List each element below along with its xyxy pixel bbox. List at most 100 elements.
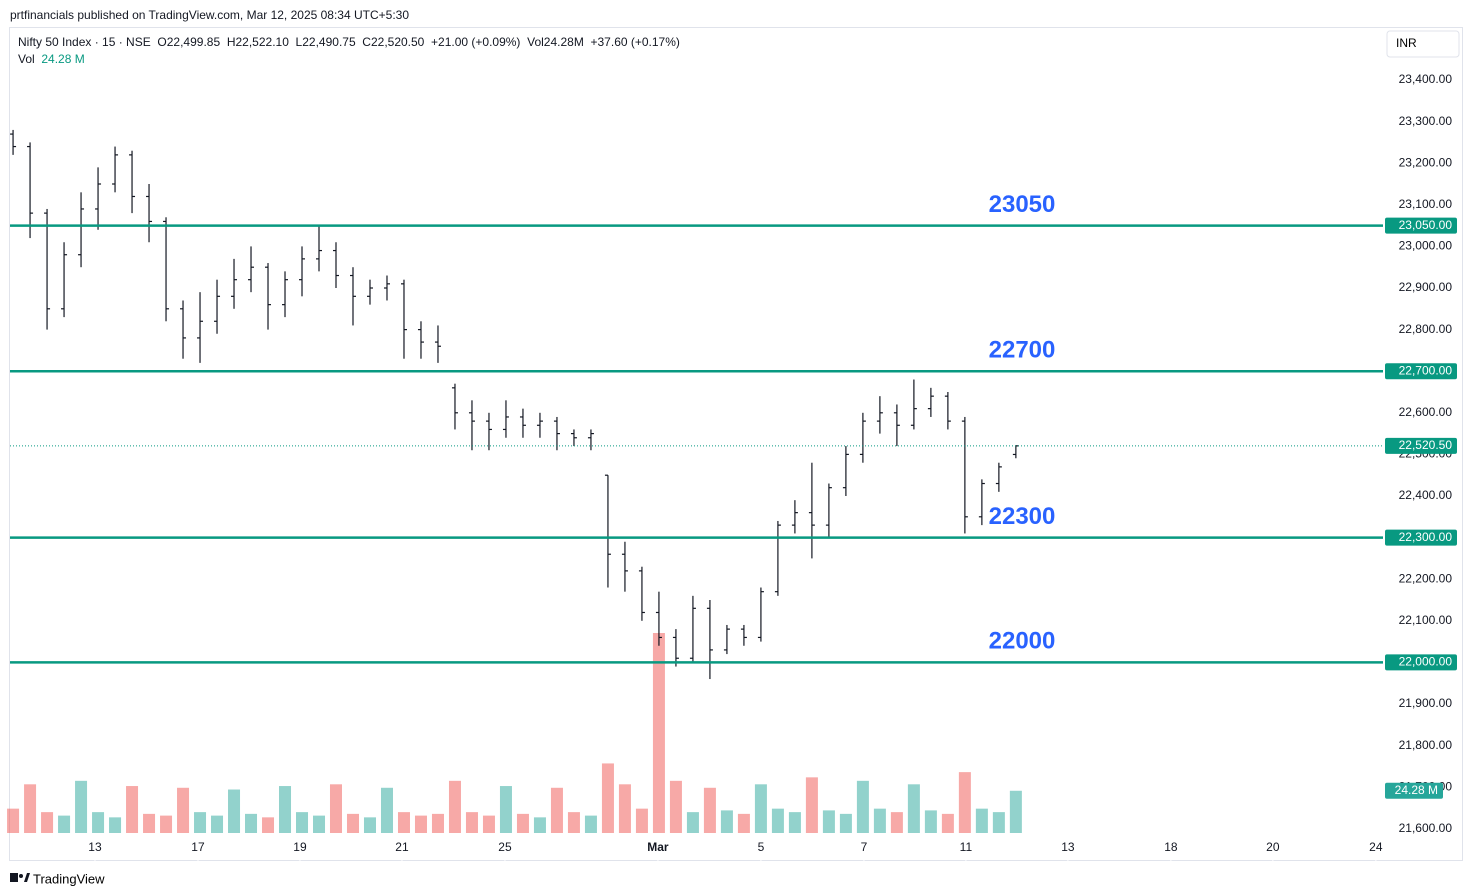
y-tick-label: 22,600.00	[1399, 405, 1453, 419]
y-tick-label: 23,200.00	[1399, 155, 1453, 169]
volume-bar	[805, 777, 818, 833]
volume-bar	[788, 812, 801, 833]
currency-box[interactable]	[1386, 30, 1460, 58]
volume-bar	[448, 780, 461, 833]
volume-bar	[431, 813, 444, 833]
volume-bar	[126, 786, 139, 833]
volume-bar	[873, 808, 886, 833]
vol-row-label: Vol	[18, 52, 35, 66]
volume-bar	[601, 763, 614, 833]
h: 22,522.10	[235, 35, 289, 49]
x-tick-label: 5	[758, 840, 765, 854]
symbol: Nifty 50 Index · 15 · NSE	[18, 35, 151, 49]
publisher: prtfinancials published on TradingView.c…	[10, 8, 410, 22]
volume-bar	[279, 786, 292, 833]
volume-bar	[839, 813, 852, 833]
volume-bar	[686, 812, 699, 833]
volume-bar	[754, 784, 767, 833]
volume-bar	[771, 808, 784, 833]
volume-bar	[143, 813, 156, 833]
volume-bar	[194, 812, 207, 833]
volume-bar	[550, 787, 563, 833]
l: 22,490.75	[302, 35, 356, 49]
volume-bar	[380, 787, 393, 833]
volume-bar	[941, 813, 954, 833]
y-tick-label: 22,400.00	[1399, 488, 1453, 502]
volume-bar	[669, 780, 682, 833]
c-label: C	[362, 35, 371, 49]
volume-bar	[822, 810, 835, 833]
volume-bar	[516, 813, 529, 833]
legend: Nifty 50 Index · 15 · NSE O22,499.85 H22…	[18, 35, 680, 49]
level-tag-label: 23,050.00	[1399, 218, 1453, 232]
volume-bar	[856, 780, 869, 833]
y-tick-label: 23,400.00	[1399, 72, 1453, 86]
c: 22,520.50	[370, 35, 425, 49]
x-tick-label: 11	[960, 840, 973, 854]
level-tag-label: 22,000.00	[1399, 655, 1453, 669]
level-annotation: 22300	[989, 503, 1056, 530]
volume-bar	[346, 813, 359, 833]
volume-bar	[7, 808, 20, 833]
vol-change: +37.60 (+0.17%)	[590, 35, 680, 49]
volume-bar	[584, 815, 597, 833]
y-tick-label: 23,100.00	[1399, 197, 1453, 211]
level-annotation: 22700	[989, 337, 1056, 364]
volume-bar	[737, 813, 750, 833]
volume-bar	[975, 808, 988, 833]
footer: TradingView	[33, 871, 105, 886]
l-label: L	[295, 35, 303, 49]
volume-bar	[703, 787, 716, 833]
volume-bar	[228, 789, 241, 833]
volume-bar	[160, 815, 173, 833]
y-tick-label: 23,300.00	[1399, 114, 1453, 128]
volume-bar	[92, 812, 105, 833]
volume-tag-label: 24.28 M	[1395, 783, 1438, 797]
x-tick-label: 13	[1061, 840, 1075, 854]
volume-bar	[890, 812, 903, 833]
x-tick-label: 25	[498, 840, 512, 854]
level-tag-label: 22,700.00	[1399, 363, 1453, 377]
volume-bar	[482, 815, 495, 833]
volume-bar	[245, 813, 258, 833]
volume-bar	[24, 784, 37, 833]
volume-bar	[652, 633, 665, 833]
x-tick-label: 21	[395, 840, 409, 854]
x-tick-label: 24	[1369, 840, 1383, 854]
volume-bar	[211, 815, 224, 833]
level-annotation: 23050	[989, 191, 1056, 218]
volume-bar	[58, 815, 71, 833]
volume-bar	[75, 780, 88, 833]
x-tick-label: 7	[861, 840, 868, 854]
vol-legend: Vol 24.28 M	[18, 52, 85, 66]
vol-row-value: 24.28 M	[41, 52, 85, 66]
y-tick-label: 22,800.00	[1399, 322, 1453, 336]
level-annotation: 22000	[989, 628, 1056, 655]
x-tick-label: Mar	[647, 840, 669, 854]
volume-bar	[618, 784, 631, 833]
level-tag	[1385, 363, 1457, 380]
volume-bar	[109, 817, 122, 833]
frame	[9, 27, 1463, 861]
volume-bar	[313, 815, 326, 833]
volume-bar	[992, 812, 1005, 833]
y-tick-label: 21,900.00	[1399, 696, 1453, 710]
volume-bar	[262, 817, 275, 833]
vol-label: Vol	[527, 35, 544, 49]
tv-logo	[10, 873, 30, 882]
level-tag-label: 22,300.00	[1399, 530, 1453, 544]
y-tick-label: 23,000.00	[1399, 239, 1453, 253]
volume-bar	[363, 817, 376, 833]
volume-bar	[41, 812, 54, 833]
currency[interactable]: INR	[1396, 36, 1417, 50]
plot	[7, 129, 1022, 833]
h-label: H	[226, 35, 236, 49]
volume-bar	[958, 772, 971, 833]
o-label: O	[157, 35, 167, 49]
vol: 24.28M	[543, 35, 584, 49]
level-tag	[1385, 654, 1457, 671]
x-tick-label: 18	[1164, 840, 1178, 854]
volume-bar	[720, 810, 733, 833]
